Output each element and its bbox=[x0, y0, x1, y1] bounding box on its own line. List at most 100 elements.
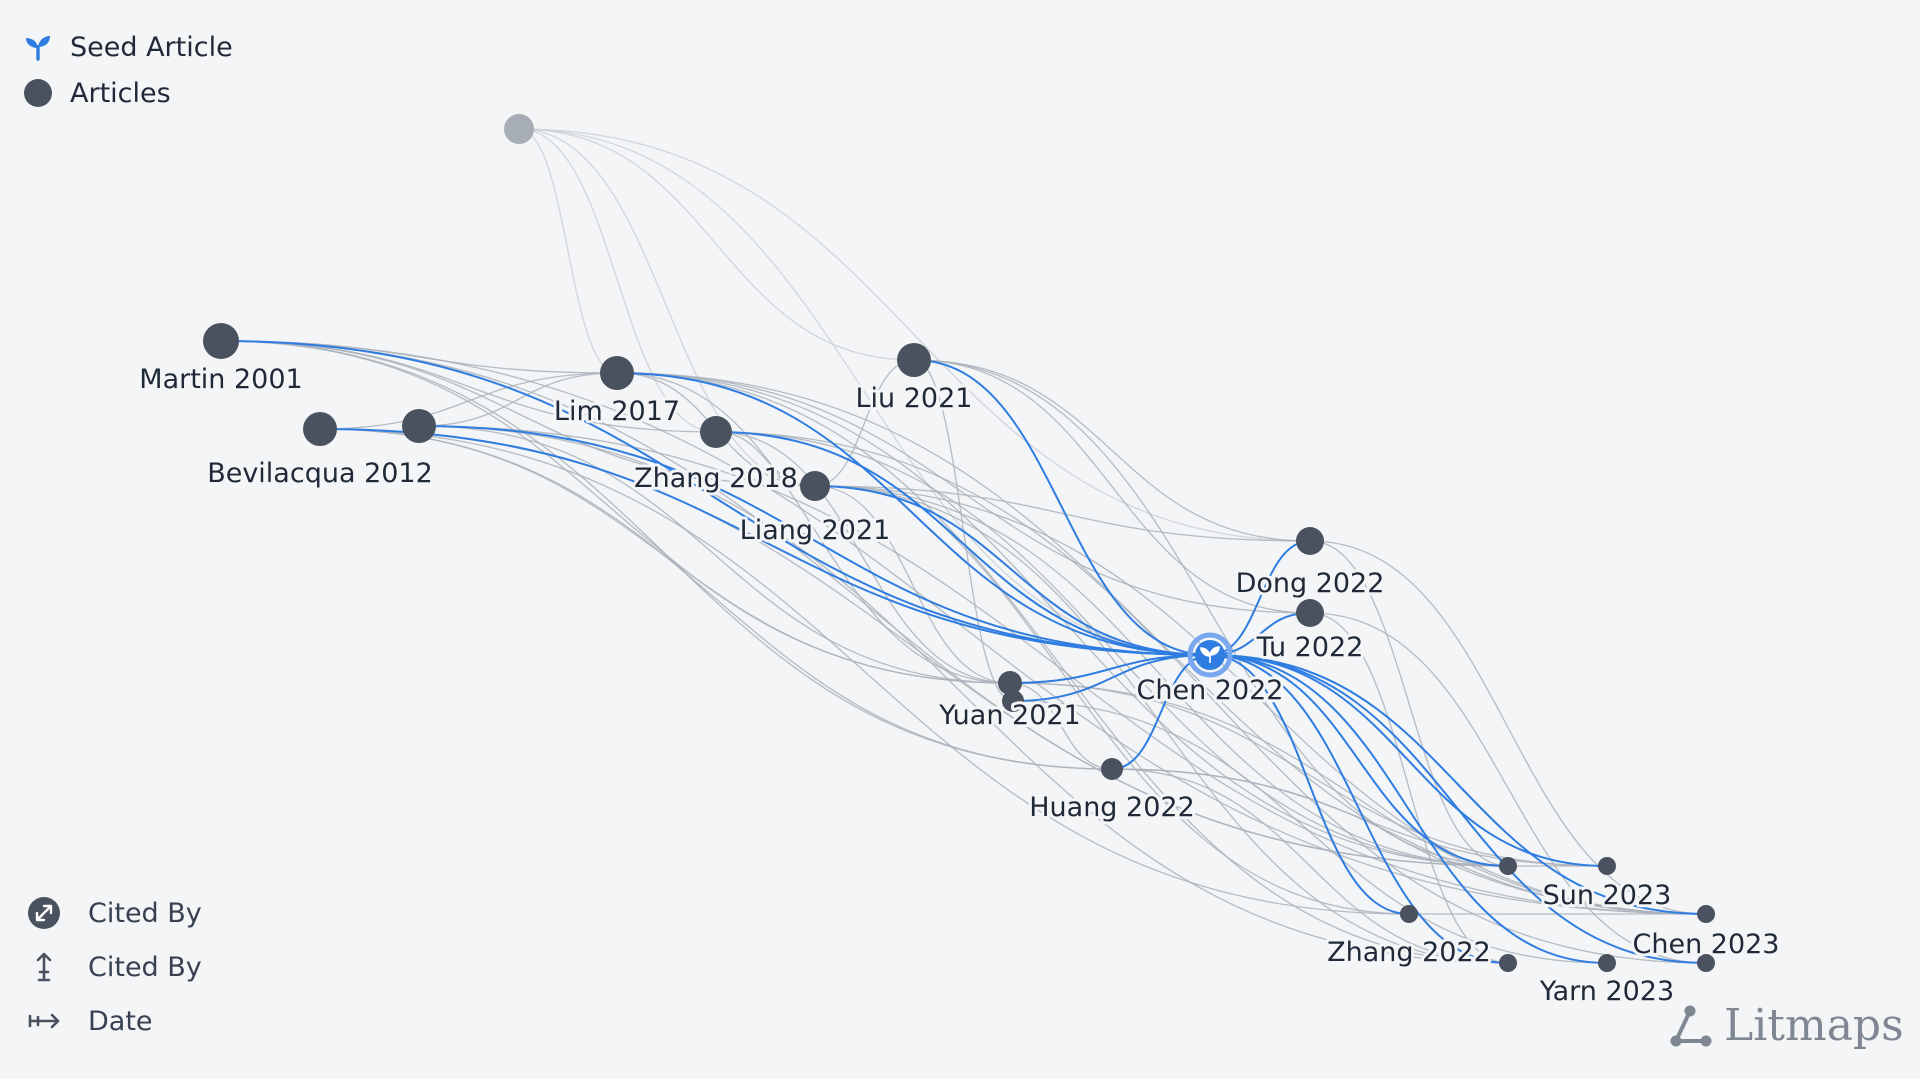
citation-link bbox=[418, 372, 618, 427]
citation-link bbox=[913, 359, 1509, 867]
article-label: Chen 2022 bbox=[1137, 675, 1284, 706]
citation-link bbox=[715, 431, 1011, 684]
seed-highlight-ring bbox=[1187, 632, 1233, 678]
seed-sprout-icon bbox=[20, 29, 56, 65]
legend-articles-label: Articles bbox=[70, 77, 171, 109]
article-node[interactable] bbox=[402, 409, 436, 443]
article-node[interactable] bbox=[1296, 527, 1324, 555]
article-node[interactable] bbox=[203, 323, 239, 359]
article-label: Lim 2017 bbox=[554, 396, 680, 427]
vertical-axis-icon bbox=[24, 947, 64, 987]
article-node[interactable] bbox=[1296, 599, 1324, 627]
seed-citation-link bbox=[715, 431, 1211, 656]
citation-link bbox=[1309, 540, 1707, 915]
legend-vertical-label: Cited By bbox=[88, 951, 202, 983]
legend-horizontal-label: Date bbox=[88, 1005, 153, 1037]
litmaps-logo[interactable]: Litmaps bbox=[1668, 1000, 1904, 1051]
article-label: Tu 2022 bbox=[1256, 632, 1364, 663]
article-label: Yuan 2021 bbox=[938, 700, 1080, 731]
legend-articles: Articles bbox=[20, 70, 233, 116]
article-labels: Martin 2001 Bevilacqua 2012 Lim 2017 Zhang … bbox=[136, 361, 1782, 1010]
seed-citation-link bbox=[418, 425, 1211, 656]
seed-sprout-icon bbox=[1200, 646, 1220, 663]
article-node[interactable] bbox=[1499, 954, 1517, 972]
citation-links bbox=[220, 128, 1707, 964]
seed-citation-links bbox=[220, 340, 1707, 964]
citation-link bbox=[518, 128, 816, 487]
article-label: Zhang 2022 bbox=[1327, 937, 1491, 968]
seed-citation-link bbox=[616, 372, 1211, 656]
article-node[interactable] bbox=[700, 416, 732, 448]
article-node[interactable] bbox=[998, 671, 1022, 695]
citation-link bbox=[715, 431, 1707, 964]
citation-link bbox=[319, 428, 1113, 770]
citation-link bbox=[814, 485, 1311, 542]
axis-legend: Cited By Cited By Date bbox=[24, 886, 202, 1048]
seed-citation-link bbox=[1209, 654, 1509, 964]
article-node[interactable] bbox=[800, 471, 830, 501]
citation-link bbox=[220, 340, 816, 487]
article-label: Huang 2022 bbox=[1029, 792, 1195, 823]
article-node[interactable] bbox=[897, 343, 931, 377]
legend-seed-label: Seed Article bbox=[70, 31, 233, 63]
citation-link bbox=[1009, 682, 1608, 867]
citation-link bbox=[518, 128, 1211, 656]
citation-link bbox=[1309, 540, 1509, 867]
article-node[interactable] bbox=[1697, 954, 1715, 972]
citation-link bbox=[913, 359, 1311, 542]
horizontal-axis-icon bbox=[24, 1001, 64, 1041]
article-node[interactable] bbox=[600, 356, 634, 390]
article-label: Liang 2021 bbox=[740, 515, 891, 546]
citation-link bbox=[616, 372, 1311, 614]
article-label: Sun 2023 bbox=[1543, 880, 1672, 911]
citation-link bbox=[616, 372, 1509, 964]
citation-link bbox=[1009, 682, 1707, 915]
litmaps-wordmark: Litmaps bbox=[1724, 1000, 1904, 1051]
seed-citation-link bbox=[1209, 540, 1311, 656]
article-node[interactable] bbox=[1400, 905, 1418, 923]
citation-link bbox=[518, 128, 717, 433]
citation-link bbox=[1111, 768, 1509, 964]
article-node[interactable] bbox=[1697, 905, 1715, 923]
seed-citation-link bbox=[1012, 654, 1211, 702]
citation-link bbox=[1009, 682, 1113, 770]
citation-link bbox=[319, 428, 1410, 915]
seed-citation-link bbox=[1209, 654, 1707, 964]
seed-citation-link bbox=[1209, 654, 1410, 915]
faded-article-node[interactable] bbox=[504, 114, 534, 144]
citation-link bbox=[1309, 612, 1509, 964]
citation-link bbox=[616, 372, 1011, 684]
article-node[interactable] bbox=[1499, 857, 1517, 875]
citation-link bbox=[814, 485, 1509, 964]
seed-article-node[interactable] bbox=[1187, 632, 1233, 678]
legend-vertical-cited-by: Cited By bbox=[24, 940, 202, 994]
article-label: Yarn 2023 bbox=[1539, 976, 1674, 1007]
legend-size-cited-by: Cited By bbox=[24, 886, 202, 940]
article-node[interactable] bbox=[1101, 758, 1123, 780]
article-node[interactable] bbox=[1002, 690, 1024, 712]
citation-link bbox=[319, 372, 618, 430]
citation-link bbox=[518, 128, 1311, 542]
article-label: Chen 2023 bbox=[1633, 929, 1780, 960]
litmaps-logo-icon bbox=[1670, 1005, 1712, 1046]
seed-citation-link bbox=[1209, 654, 1707, 915]
seed-citation-link bbox=[1209, 654, 1509, 867]
seed-citation-link bbox=[1209, 654, 1608, 867]
seed-citation-link bbox=[1111, 654, 1211, 770]
citation-link bbox=[1111, 768, 1707, 915]
citation-link bbox=[418, 425, 1509, 964]
article-label: Zhang 2018 bbox=[634, 463, 798, 494]
article-nodes[interactable] bbox=[203, 114, 1715, 972]
citation-link bbox=[1309, 612, 1707, 964]
citation-link bbox=[913, 359, 1311, 614]
seed-citation-link bbox=[1209, 654, 1608, 964]
legend-size-label: Cited By bbox=[88, 897, 202, 929]
citation-link bbox=[518, 128, 618, 374]
citation-link bbox=[814, 485, 1707, 915]
expand-arrows-icon bbox=[24, 893, 64, 933]
article-node[interactable] bbox=[1598, 954, 1616, 972]
article-label: Dong 2022 bbox=[1236, 568, 1385, 599]
article-node[interactable] bbox=[1598, 857, 1616, 875]
article-node[interactable] bbox=[303, 412, 337, 446]
